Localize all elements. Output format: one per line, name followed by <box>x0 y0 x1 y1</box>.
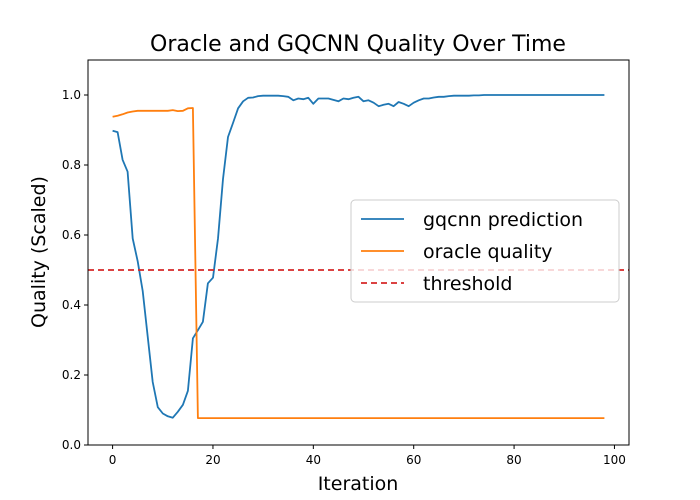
x-tick-label: 40 <box>306 453 321 467</box>
legend-label-threshold: threshold <box>423 273 512 295</box>
y-tick-label: 0.4 <box>62 298 81 312</box>
x-tick-label: 80 <box>506 453 521 467</box>
y-axis: 0.0 0.2 0.4 0.6 0.8 1.0 <box>62 88 88 452</box>
legend: gqcnn prediction oracle quality threshold <box>350 199 620 303</box>
y-tick-label: 0.6 <box>62 228 81 242</box>
legend-box <box>350 199 620 303</box>
legend-label-oracle-quality: oracle quality <box>423 241 553 263</box>
x-axis-title: Iteration <box>318 473 399 495</box>
x-tick-label: 100 <box>603 453 626 467</box>
x-tick-label: 20 <box>205 453 220 467</box>
plot-frame <box>87 59 630 446</box>
y-tick-label: 0.2 <box>62 368 81 382</box>
y-tick-label: 0.0 <box>62 438 81 452</box>
chart-title: Oracle and GQCNN Quality Over Time <box>150 32 566 57</box>
x-axis: 0 20 40 60 80 100 <box>109 445 626 467</box>
y-tick-label: 1.0 <box>62 88 81 102</box>
x-tick-label: 60 <box>406 453 421 467</box>
legend-label-gqcnn-prediction: gqcnn prediction <box>423 209 583 231</box>
series-line-gqcnn-prediction <box>112 94 605 419</box>
x-tick-label: 0 <box>109 453 117 467</box>
y-tick-label: 0.8 <box>62 158 81 172</box>
y-axis-title: Quality (Scaled) <box>28 176 50 328</box>
series-line-oracle-quality <box>112 107 605 420</box>
